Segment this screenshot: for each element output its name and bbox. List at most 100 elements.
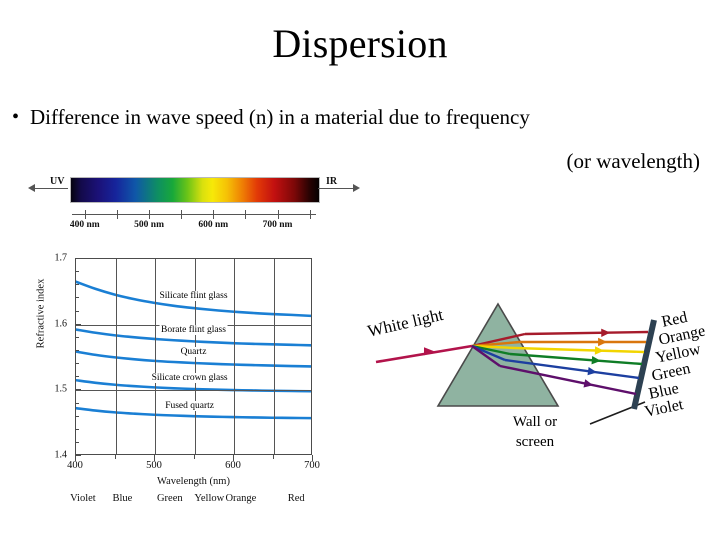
chart-curve xyxy=(76,328,311,347)
ray-arrowhead-icon-red xyxy=(601,328,611,337)
ir-label: IR xyxy=(326,176,338,187)
chart-y-tick-label: 1.7 xyxy=(54,252,68,264)
ir-arrowhead-icon xyxy=(353,184,360,192)
chart-gridline-vertical xyxy=(234,259,235,454)
chart-y-minor-tick xyxy=(75,415,79,417)
chart-y-minor-tick xyxy=(75,271,79,273)
chart-x-axis-title: Wavelength (nm) xyxy=(157,476,230,487)
chart-color-band-label: Yellow xyxy=(194,493,225,504)
dispersed-ray-blue xyxy=(504,358,640,380)
chart-y-minor-tick xyxy=(75,402,79,404)
chart-gridline-horizontal xyxy=(76,390,311,392)
chart-x-tick-label: 700 xyxy=(304,460,320,471)
prism-internal-ray-blue xyxy=(471,344,506,362)
spectrum-tick xyxy=(213,210,215,219)
chart-series-label: Silicate crown glass xyxy=(149,373,230,384)
chart-y-minor-tick xyxy=(75,349,79,351)
chart-curve xyxy=(76,406,311,420)
wall-screen-label-line2: screen xyxy=(515,434,555,450)
chart-x-tick xyxy=(193,455,195,459)
chart-color-band-label: Violet xyxy=(70,493,96,504)
ir-arrow-line xyxy=(318,188,358,189)
chart-gridline-vertical xyxy=(155,259,156,454)
chart-y-minor-tick xyxy=(75,376,79,378)
chart-y-tick-label: 1.4 xyxy=(54,449,68,461)
wall-screen-label: Wall or screen xyxy=(480,412,590,452)
chart-y-minor-tick xyxy=(75,336,79,338)
bullet-row: • Difference in wave speed (n) in a mate… xyxy=(12,104,712,131)
dispersion-chart: Refractive index Wavelength (nm) Silicat… xyxy=(30,248,350,506)
chart-y-tick-label: 1.6 xyxy=(54,318,68,330)
dispersed-ray-violet xyxy=(499,364,637,396)
chart-y-tick xyxy=(75,258,81,260)
ray-arrowhead-icon-violet xyxy=(583,379,594,388)
ray-arrowhead-icon-yellow xyxy=(594,346,604,355)
prism-dispersion-diagram: White light Wall or screen Red Orange Yell… xyxy=(362,284,718,484)
dispersed-ray-yellow xyxy=(514,346,645,354)
chart-series-label: Silicate flint glass xyxy=(157,290,230,301)
wall-screen-bar xyxy=(631,319,657,410)
chart-series-label: Borate flint glass xyxy=(159,325,228,336)
uv-label: UV xyxy=(50,176,65,187)
chart-x-tick xyxy=(272,455,274,459)
bullet-text: Difference in wave speed (n) in a materi… xyxy=(30,105,530,129)
prism-internal-ray-violet xyxy=(471,345,501,367)
chart-x-tick xyxy=(75,455,77,461)
uv-arrowhead-icon xyxy=(28,184,35,192)
spectrum-tick xyxy=(277,210,279,219)
dispersed-ray-green xyxy=(509,352,643,366)
chart-x-tick xyxy=(233,455,235,461)
chart-curve xyxy=(76,350,311,368)
chart-gridline-vertical xyxy=(273,259,275,454)
ray-arrowhead-icon-green xyxy=(591,356,601,365)
spectrum-tick xyxy=(181,210,183,219)
ray-arrowhead-icon-blue xyxy=(587,367,597,376)
spectrum-tick xyxy=(116,210,118,219)
spectrum-nm-label: 400 nm xyxy=(69,220,100,230)
chart-y-minor-tick xyxy=(75,441,79,443)
chart-y-minor-tick xyxy=(75,297,79,299)
chart-x-tick xyxy=(312,455,314,461)
uv-arrow-line xyxy=(30,188,68,189)
chart-color-band-label: Red xyxy=(287,493,305,504)
spectrum-tick xyxy=(149,210,151,219)
prism-internal-ray-red xyxy=(471,332,526,348)
chart-curves xyxy=(76,280,311,420)
chart-x-tick-label: 600 xyxy=(225,460,241,471)
chart-x-tick xyxy=(114,455,116,459)
chart-color-band-label: Orange xyxy=(225,493,257,504)
prism-body xyxy=(436,302,560,407)
chart-x-tick xyxy=(154,455,156,461)
chart-series-label: Fused quartz xyxy=(163,400,216,411)
chart-y-minor-tick xyxy=(75,428,79,430)
chart-color-band-label: Green xyxy=(156,493,183,504)
prism-internal-ray-green xyxy=(471,344,511,356)
spectrum-nm-label: 500 nm xyxy=(134,220,165,230)
chart-x-tick-label: 400 xyxy=(67,460,83,471)
chart-y-tick xyxy=(75,323,81,325)
chart-gridline-vertical xyxy=(115,259,117,454)
spectrum-nm-label: 600 nm xyxy=(198,220,229,230)
dispersed-ray-group xyxy=(471,328,649,396)
page-title: Dispersion xyxy=(272,21,448,66)
chart-y-tick xyxy=(75,389,81,391)
ray-arrowhead-icon-orange xyxy=(598,337,608,347)
visible-spectrum-bar xyxy=(70,177,320,203)
spectrum-tick xyxy=(84,210,86,219)
spectrum-nm-label: 700 nm xyxy=(262,220,293,230)
chart-color-band-label: Blue xyxy=(112,493,133,504)
chart-y-minor-tick xyxy=(75,310,79,312)
chart-x-tick-label: 500 xyxy=(146,460,162,471)
prism-graphic xyxy=(375,302,657,425)
chart-curve xyxy=(76,280,311,318)
chart-y-minor-tick xyxy=(75,284,79,286)
chart-y-tick-label: 1.5 xyxy=(54,383,68,395)
chart-series-label: Quartz xyxy=(178,347,209,358)
spectrum-axis-line xyxy=(72,214,316,215)
dispersed-ray-red xyxy=(524,330,649,336)
spectrum-tick xyxy=(309,210,311,219)
chart-y-minor-tick xyxy=(75,363,79,365)
spectrum-figure: UV IR 400 nm 500 nm 600 nm 700 nm xyxy=(28,172,368,240)
bullet-marker: • xyxy=(12,106,20,128)
